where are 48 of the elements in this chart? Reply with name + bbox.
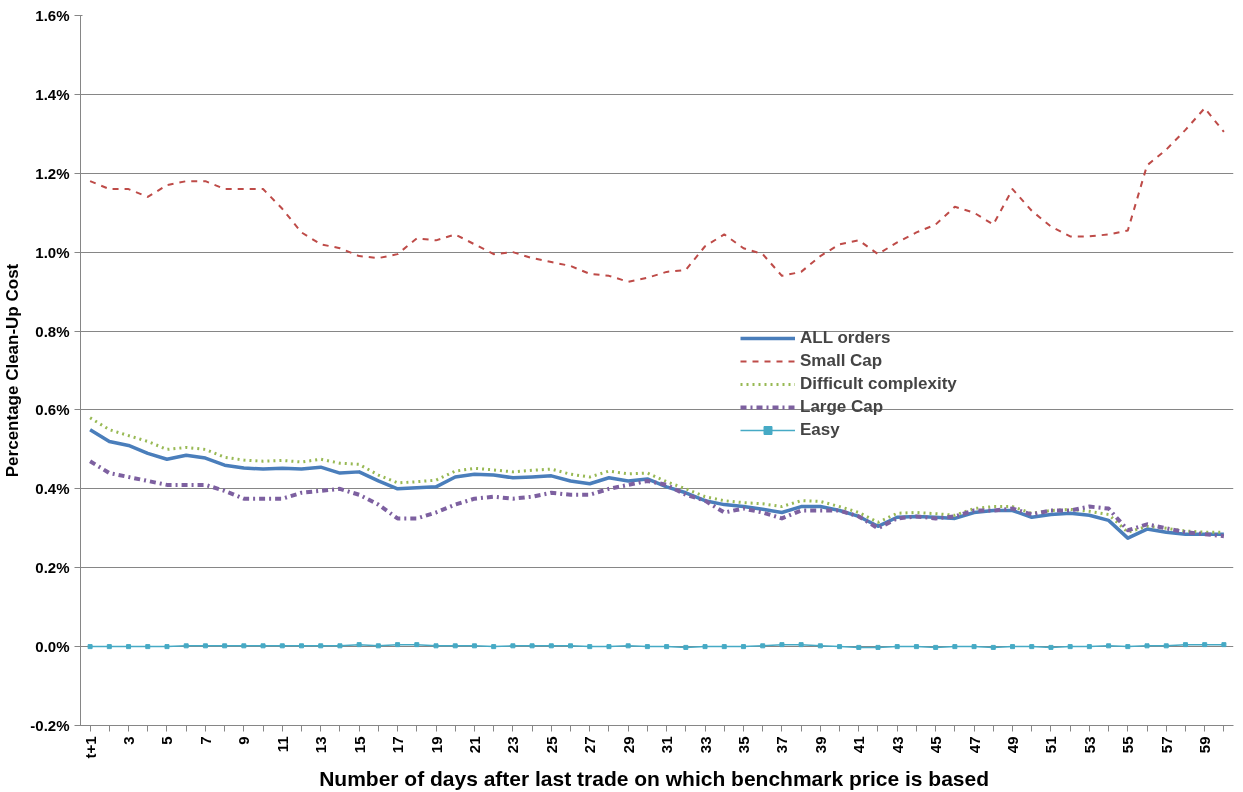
y-tick-label: 0.6% xyxy=(35,401,70,419)
x-tick-label: 43 xyxy=(888,736,906,754)
x-tick-label: 15 xyxy=(350,736,368,754)
x-tick-label: 23 xyxy=(504,736,522,754)
x-tick-label: 59 xyxy=(1196,736,1214,754)
y-tick-label: 1.6% xyxy=(35,7,70,24)
y-axis-title: Percentage Clean-Up Cost xyxy=(3,263,23,478)
x-tick-label: 17 xyxy=(389,736,407,754)
y-tick-label: 1.4% xyxy=(35,85,70,103)
x-tick-label: 19 xyxy=(427,736,445,754)
y-tick-label: 1.2% xyxy=(35,164,70,182)
x-tick-label: 37 xyxy=(773,736,791,754)
x-tick-label: 9 xyxy=(235,736,253,745)
x-tick-label: 13 xyxy=(312,736,330,754)
legend-label: ALL orders xyxy=(800,328,891,348)
y-tick-label: 0.8% xyxy=(35,322,70,340)
line-series xyxy=(88,459,1226,539)
x-tick-label: 33 xyxy=(696,736,714,754)
x-tick-label: 47 xyxy=(965,736,983,754)
x-tick-label: 31 xyxy=(658,736,676,754)
x-axis-title: Number of days after last trade on which benchmark price is based xyxy=(319,766,990,790)
x-tick-label: 51 xyxy=(1042,736,1060,754)
x-tick-label: 53 xyxy=(1080,736,1098,754)
x-tick-label: 11 xyxy=(273,736,291,753)
x-tick-label: 7 xyxy=(196,736,214,745)
y-tick-label: 1.0% xyxy=(35,243,70,261)
x-tick-label: 3 xyxy=(120,736,138,745)
x-tick-label: 5 xyxy=(158,736,176,745)
x-tick-label: t+1 xyxy=(81,736,99,759)
x-tick-label: 55 xyxy=(1119,736,1137,754)
x-tick-label: 29 xyxy=(619,736,637,754)
line-series xyxy=(89,107,1225,283)
legend-label: Easy xyxy=(800,420,840,440)
y-tick-label: -0.2% xyxy=(30,717,70,734)
legend-label: Difficult complexity xyxy=(800,374,957,394)
legend-label: Small Cap xyxy=(800,351,883,371)
x-tick-label: 35 xyxy=(734,736,752,754)
y-tick-label: 0.4% xyxy=(35,480,70,498)
x-tick-label: 27 xyxy=(581,736,599,754)
x-tick-label: 49 xyxy=(1004,736,1022,754)
x-tick-label: 45 xyxy=(927,736,945,754)
x-tick-label: 39 xyxy=(811,736,829,754)
x-tick-label: 57 xyxy=(1157,736,1175,754)
x-tick-label: 25 xyxy=(542,736,560,754)
x-tick-label: 21 xyxy=(465,736,483,754)
y-tick-label: 0.2% xyxy=(35,559,70,577)
y-tick-label: 0.0% xyxy=(35,638,70,656)
x-tick-label: 41 xyxy=(850,736,868,754)
